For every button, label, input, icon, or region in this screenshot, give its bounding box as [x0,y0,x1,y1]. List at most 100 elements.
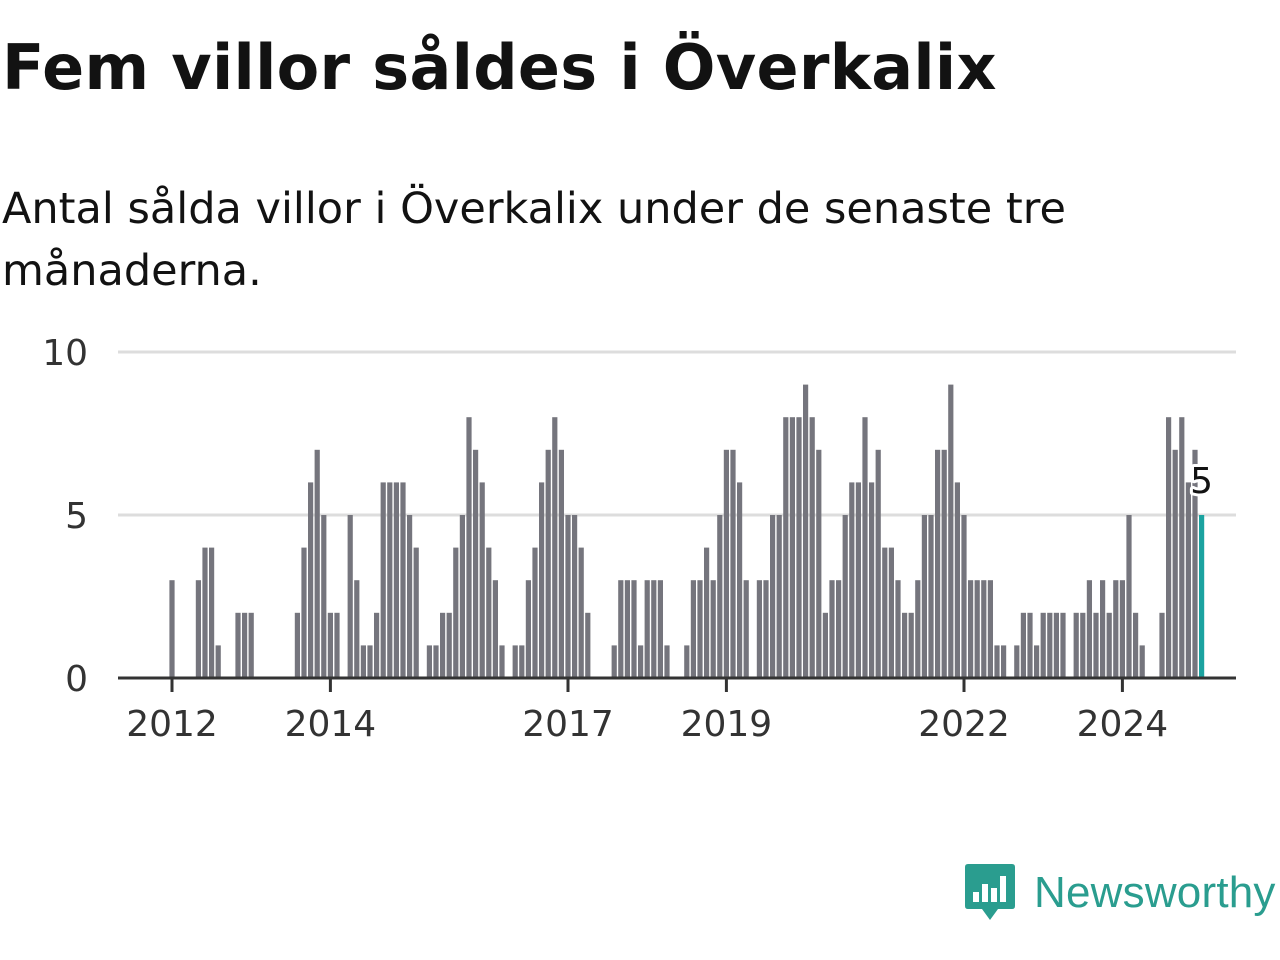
x-tick-label: 2017 [522,704,614,745]
bar [948,384,954,678]
bar-highlight [1199,515,1205,678]
bar [473,449,479,678]
bar [512,645,518,678]
bar [935,449,941,678]
bar [1172,449,1178,678]
bar [1080,612,1086,678]
bar [783,417,789,678]
bar [235,612,241,678]
bar [426,645,432,678]
highlight-value-label: 5 [1190,461,1213,502]
bar [1040,612,1046,678]
bar [776,515,782,678]
bar [987,580,993,678]
bar [664,645,670,678]
bar [888,547,894,678]
bar [400,482,406,678]
bar [1100,580,1106,678]
bar [717,515,723,678]
bar [347,515,353,678]
bar [1166,417,1172,678]
bar [822,612,828,678]
bar [446,612,452,678]
bar [1053,612,1059,678]
bar [1119,580,1125,678]
bar [532,547,538,678]
bar [393,482,399,678]
bar [1047,612,1053,678]
bar [651,580,657,678]
bar [558,449,564,678]
bar [327,612,333,678]
bar [466,417,472,678]
bar [842,515,848,678]
bar [895,580,901,678]
bar [169,580,175,678]
bar [631,580,637,678]
axes: 0 5 10 2012 2014 2017 2019 2022 2024 [42,333,1236,745]
bar [1192,449,1198,678]
bar [829,580,835,678]
bar [572,515,578,678]
bar [756,580,762,678]
bar [407,515,413,678]
bar [294,612,300,678]
bar [301,547,307,678]
bar [387,482,393,678]
bar [334,612,340,678]
newsworthy-logo-icon [965,864,1015,920]
bar [354,580,360,678]
x-tick-label: 2014 [285,704,377,745]
bar [743,580,749,678]
bar [644,580,650,678]
bar [215,645,221,678]
bar [479,482,485,678]
bar [1126,515,1132,678]
bar [565,515,571,678]
chart-subtitle: Antal sålda villor i Överkalix under de … [2,184,1066,296]
bar [875,449,881,678]
bar [697,580,703,678]
bar [486,547,492,678]
bar [1133,612,1139,678]
bar [525,580,531,678]
bar [908,612,914,678]
x-tick-label: 2024 [1077,704,1169,745]
bar [657,580,663,678]
bar [433,645,439,678]
bar [1014,645,1020,678]
bar [1027,612,1033,678]
bar [440,612,446,678]
bar [1073,612,1079,678]
bar [968,580,974,678]
bar [248,612,254,678]
gridlines [118,350,1236,517]
bar [1113,580,1119,678]
bar [730,449,736,678]
bar [499,645,505,678]
bar [578,547,584,678]
bar [809,417,815,678]
bar [1020,612,1026,678]
bar [618,580,624,678]
bar [710,580,716,678]
bar [374,612,380,678]
bar [380,482,386,678]
bar [974,580,980,678]
bar [367,645,373,678]
bar [915,580,921,678]
bar [202,547,208,678]
bar [1093,612,1099,678]
x-tick-label: 2019 [681,704,773,745]
bar [1159,612,1165,678]
bar [1086,580,1092,678]
bar [882,547,888,678]
bar [994,645,1000,678]
x-tick-label: 2012 [126,704,218,745]
bar-chart: 0 5 10 2012 2014 2017 2019 2022 2024 5 [42,333,1236,745]
bar [1185,482,1191,678]
bar [413,547,419,678]
bar [539,482,545,678]
bar [492,580,498,678]
bar [849,482,855,678]
